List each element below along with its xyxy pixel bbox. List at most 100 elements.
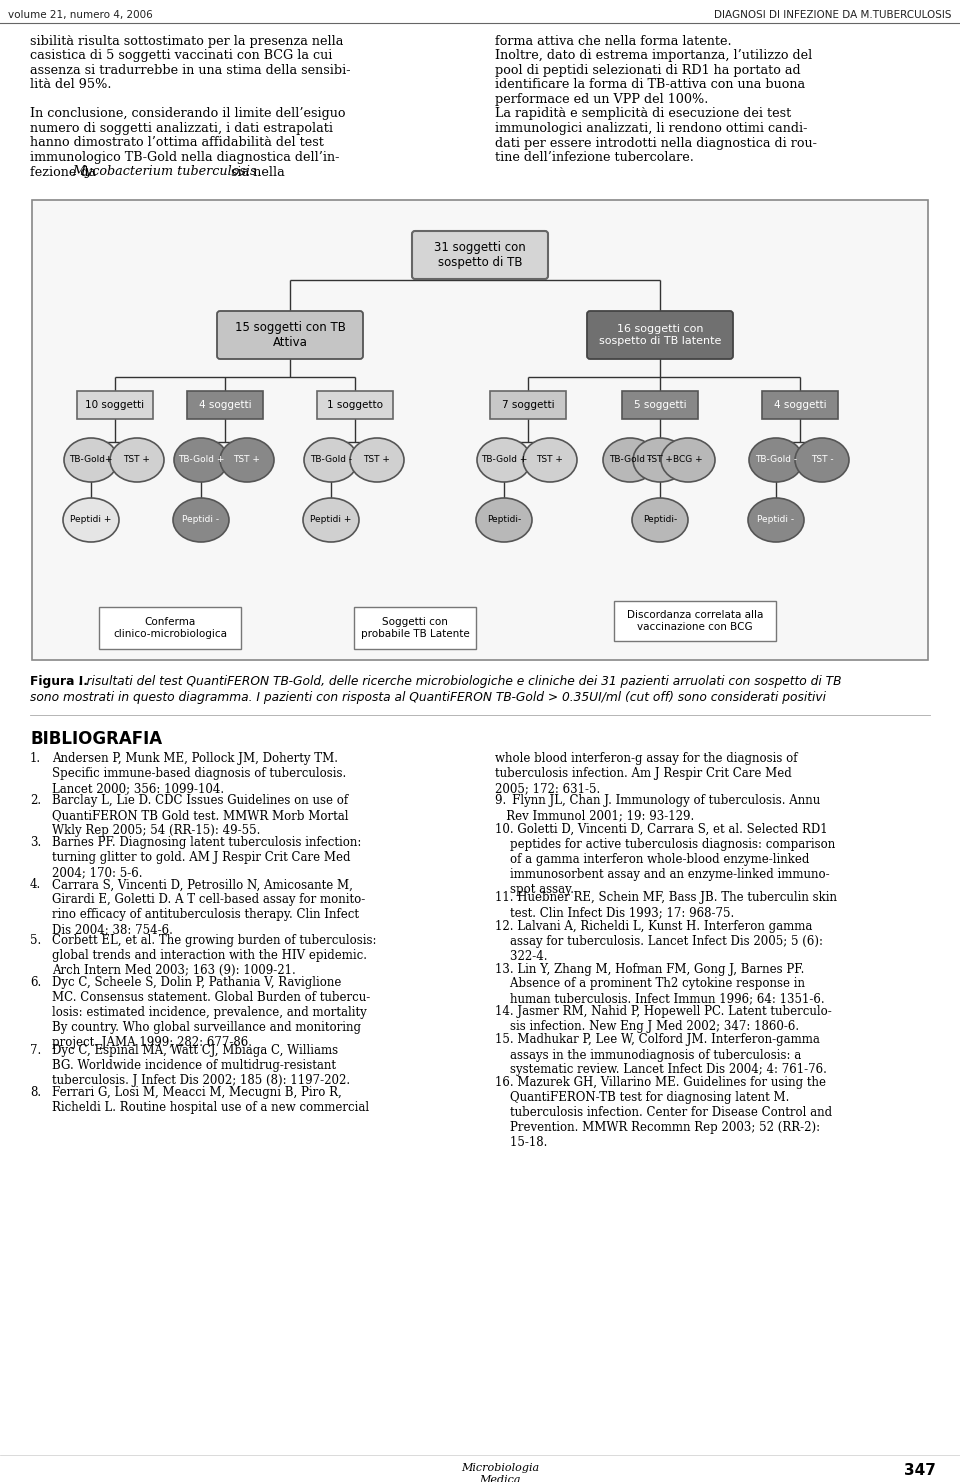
Text: TB-Gold -: TB-Gold - [755,455,797,464]
Text: sia nella: sia nella [227,166,285,178]
Text: hanno dimostrato l’ottima affidabilità del test: hanno dimostrato l’ottima affidabilità d… [30,136,324,150]
Text: Mycobacterium tuberculosis: Mycobacterium tuberculosis [72,166,256,178]
Text: TB-Gold -: TB-Gold - [310,455,352,464]
Text: Discordanza correlata alla
vaccinazione con BCG: Discordanza correlata alla vaccinazione … [627,611,763,631]
FancyBboxPatch shape [99,608,241,649]
FancyBboxPatch shape [587,311,733,359]
Text: 7.: 7. [30,1045,41,1057]
Text: 14. Jasmer RM, Nahid P, Hopewell PC. Latent tuberculo-
    sis infection. New En: 14. Jasmer RM, Nahid P, Hopewell PC. Lat… [495,1005,831,1033]
Text: performace ed un VPP del 100%.: performace ed un VPP del 100%. [495,93,708,107]
FancyBboxPatch shape [622,391,698,419]
Text: Barnes PF. Diagnosing latent tuberculosis infection:
turning glitter to gold. AM: Barnes PF. Diagnosing latent tuberculosi… [52,836,361,879]
Text: sibilità risulta sottostimato per la presenza nella: sibilità risulta sottostimato per la pre… [30,36,344,47]
Text: whole blood interferon-g assay for the diagnosis of
tuberculosis infection. Am J: whole blood interferon-g assay for the d… [495,751,798,794]
Ellipse shape [173,498,229,542]
Ellipse shape [110,439,164,482]
Text: Ferrari G, Losi M, Meacci M, Mecugni B, Piro R,
Richeldi L. Routine hospital use: Ferrari G, Losi M, Meacci M, Mecugni B, … [52,1086,370,1114]
Text: casistica di 5 soggetti vaccinati con BCG la cui: casistica di 5 soggetti vaccinati con BC… [30,49,332,62]
Text: Peptidi-: Peptidi- [487,516,521,525]
Text: pool di peptidi selezionati di RD1 ha portato ad: pool di peptidi selezionati di RD1 ha po… [495,64,801,77]
Text: Barclay L, Lie D. CDC Issues Guidelines on use of
QuantiFERON TB Gold test. MMWR: Barclay L, Lie D. CDC Issues Guidelines … [52,794,348,837]
Ellipse shape [633,439,687,482]
Text: 3.: 3. [30,836,41,849]
Text: 8.: 8. [30,1086,41,1100]
Text: assenza si tradurrebbe in una stima della sensibi-: assenza si tradurrebbe in una stima dell… [30,64,350,77]
Text: TB-Gold +: TB-Gold + [481,455,527,464]
Text: Conferma
clinico-microbiologica: Conferma clinico-microbiologica [113,617,227,639]
Text: Microbiologia
Medica: Microbiologia Medica [461,1463,540,1482]
Text: 16 soggetti con
sospetto di TB latente: 16 soggetti con sospetto di TB latente [599,325,721,345]
Text: fezione da: fezione da [30,166,100,178]
Ellipse shape [523,439,577,482]
Text: tine dell’infezione tubercolare.: tine dell’infezione tubercolare. [495,151,694,165]
Text: sono mostrati in questo diagramma. I pazienti con risposta al QuantiFERON TB-Gol: sono mostrati in questo diagramma. I paz… [30,691,826,704]
Text: Peptidi +: Peptidi + [310,516,351,525]
Text: 15. Madhukar P, Lee W, Colford JM. Interferon-gamma
    assays in the immunodiag: 15. Madhukar P, Lee W, Colford JM. Inter… [495,1033,827,1076]
Text: 7 soggetti: 7 soggetti [502,400,554,411]
Text: TST +: TST + [537,455,564,464]
FancyBboxPatch shape [614,602,776,642]
Text: 2.: 2. [30,794,41,808]
Text: identificare la forma di TB-attiva con una buona: identificare la forma di TB-attiva con u… [495,79,805,92]
FancyBboxPatch shape [32,200,928,659]
Text: 15 soggetti con TB
Attiva: 15 soggetti con TB Attiva [234,322,346,348]
FancyBboxPatch shape [77,391,153,419]
Ellipse shape [303,498,359,542]
Text: TB-Gold+: TB-Gold+ [69,455,112,464]
Text: numero di soggetti analizzati, i dati estrapolati: numero di soggetti analizzati, i dati es… [30,122,333,135]
FancyBboxPatch shape [762,391,838,419]
Text: Soggetti con
probabile TB Latente: Soggetti con probabile TB Latente [361,617,469,639]
Text: BCG +: BCG + [673,455,703,464]
FancyBboxPatch shape [187,391,263,419]
Ellipse shape [350,439,404,482]
FancyBboxPatch shape [490,391,566,419]
Ellipse shape [632,498,688,542]
FancyBboxPatch shape [217,311,363,359]
Text: DIAGNOSI DI INFEZIONE DA M.TUBERCULOSIS: DIAGNOSI DI INFEZIONE DA M.TUBERCULOSIS [714,10,952,19]
FancyBboxPatch shape [412,231,548,279]
Text: immunologici analizzati, li rendono ottimi candi-: immunologici analizzati, li rendono otti… [495,122,807,135]
Ellipse shape [661,439,715,482]
Text: 6.: 6. [30,975,41,988]
Text: 10. Goletti D, Vincenti D, Carrara S, et al. Selected RD1
    peptides for activ: 10. Goletti D, Vincenti D, Carrara S, et… [495,823,835,897]
Ellipse shape [748,498,804,542]
Ellipse shape [64,439,118,482]
Text: Peptidi -: Peptidi - [182,516,220,525]
Text: Peptidi-: Peptidi- [643,516,677,525]
Text: TB-Gold +: TB-Gold + [178,455,225,464]
Ellipse shape [477,439,531,482]
Ellipse shape [63,498,119,542]
Text: 11. Huebner RE, Schein MF, Bass JB. The tuberculin skin
    test. Clin Infect Di: 11. Huebner RE, Schein MF, Bass JB. The … [495,892,837,919]
Text: 10 soggetti: 10 soggetti [85,400,145,411]
Text: lità del 95%.: lità del 95%. [30,79,111,92]
Text: 347: 347 [904,1463,936,1478]
Text: Dyc C, Scheele S, Dolin P, Pathania V, Raviglione
MC. Consensus statement. Globa: Dyc C, Scheele S, Dolin P, Pathania V, R… [52,975,371,1049]
Text: volume 21, numero 4, 2006: volume 21, numero 4, 2006 [8,10,153,19]
Text: La rapidità e semplicità di esecuzione dei test: La rapidità e semplicità di esecuzione d… [495,108,791,120]
Text: dati per essere introdotti nella diagnostica di rou-: dati per essere introdotti nella diagnos… [495,136,817,150]
Text: TST +: TST + [364,455,391,464]
Text: 4 soggetti: 4 soggetti [199,400,252,411]
Text: 1.: 1. [30,751,41,765]
Ellipse shape [304,439,358,482]
Text: 12. Lalvani A, Richeldi L, Kunst H. Interferon gamma
    assay for tuberculosis.: 12. Lalvani A, Richeldi L, Kunst H. Inte… [495,920,823,963]
Ellipse shape [749,439,803,482]
Text: 4 soggetti: 4 soggetti [774,400,827,411]
Ellipse shape [220,439,274,482]
Text: TST +: TST + [233,455,260,464]
Text: Inoltre, dato di estrema importanza, l’utilizzo del: Inoltre, dato di estrema importanza, l’u… [495,49,812,62]
Text: TST -: TST - [810,455,833,464]
Ellipse shape [476,498,532,542]
Text: TST +: TST + [124,455,151,464]
FancyBboxPatch shape [317,391,393,419]
Text: Peptidi +: Peptidi + [70,516,111,525]
Text: immunologico TB-Gold nella diagnostica dell’in-: immunologico TB-Gold nella diagnostica d… [30,151,340,165]
Ellipse shape [603,439,657,482]
Ellipse shape [174,439,228,482]
Text: Dyc C, Espinal MA, Watt CJ, Mbiaga C, Williams
BG. Worldwide incidence of multid: Dyc C, Espinal MA, Watt CJ, Mbiaga C, Wi… [52,1045,350,1088]
Text: BIBLIOGRAFIA: BIBLIOGRAFIA [30,731,162,748]
Text: 16. Mazurek GH, Villarino ME. Guidelines for using the
    QuantiFERON-TB test f: 16. Mazurek GH, Villarino ME. Guidelines… [495,1076,832,1149]
Text: Carrara S, Vincenti D, Petrosillo N, Amicosante M,
Girardi E, Goletti D. A T cel: Carrara S, Vincenti D, Petrosillo N, Ami… [52,879,365,937]
Text: 9. Flynn JL, Chan J. Immunology of tuberculosis. Annu
   Rev Immunol 2001; 19: 9: 9. Flynn JL, Chan J. Immunology of tuber… [495,794,820,823]
Text: 5.: 5. [30,934,41,947]
